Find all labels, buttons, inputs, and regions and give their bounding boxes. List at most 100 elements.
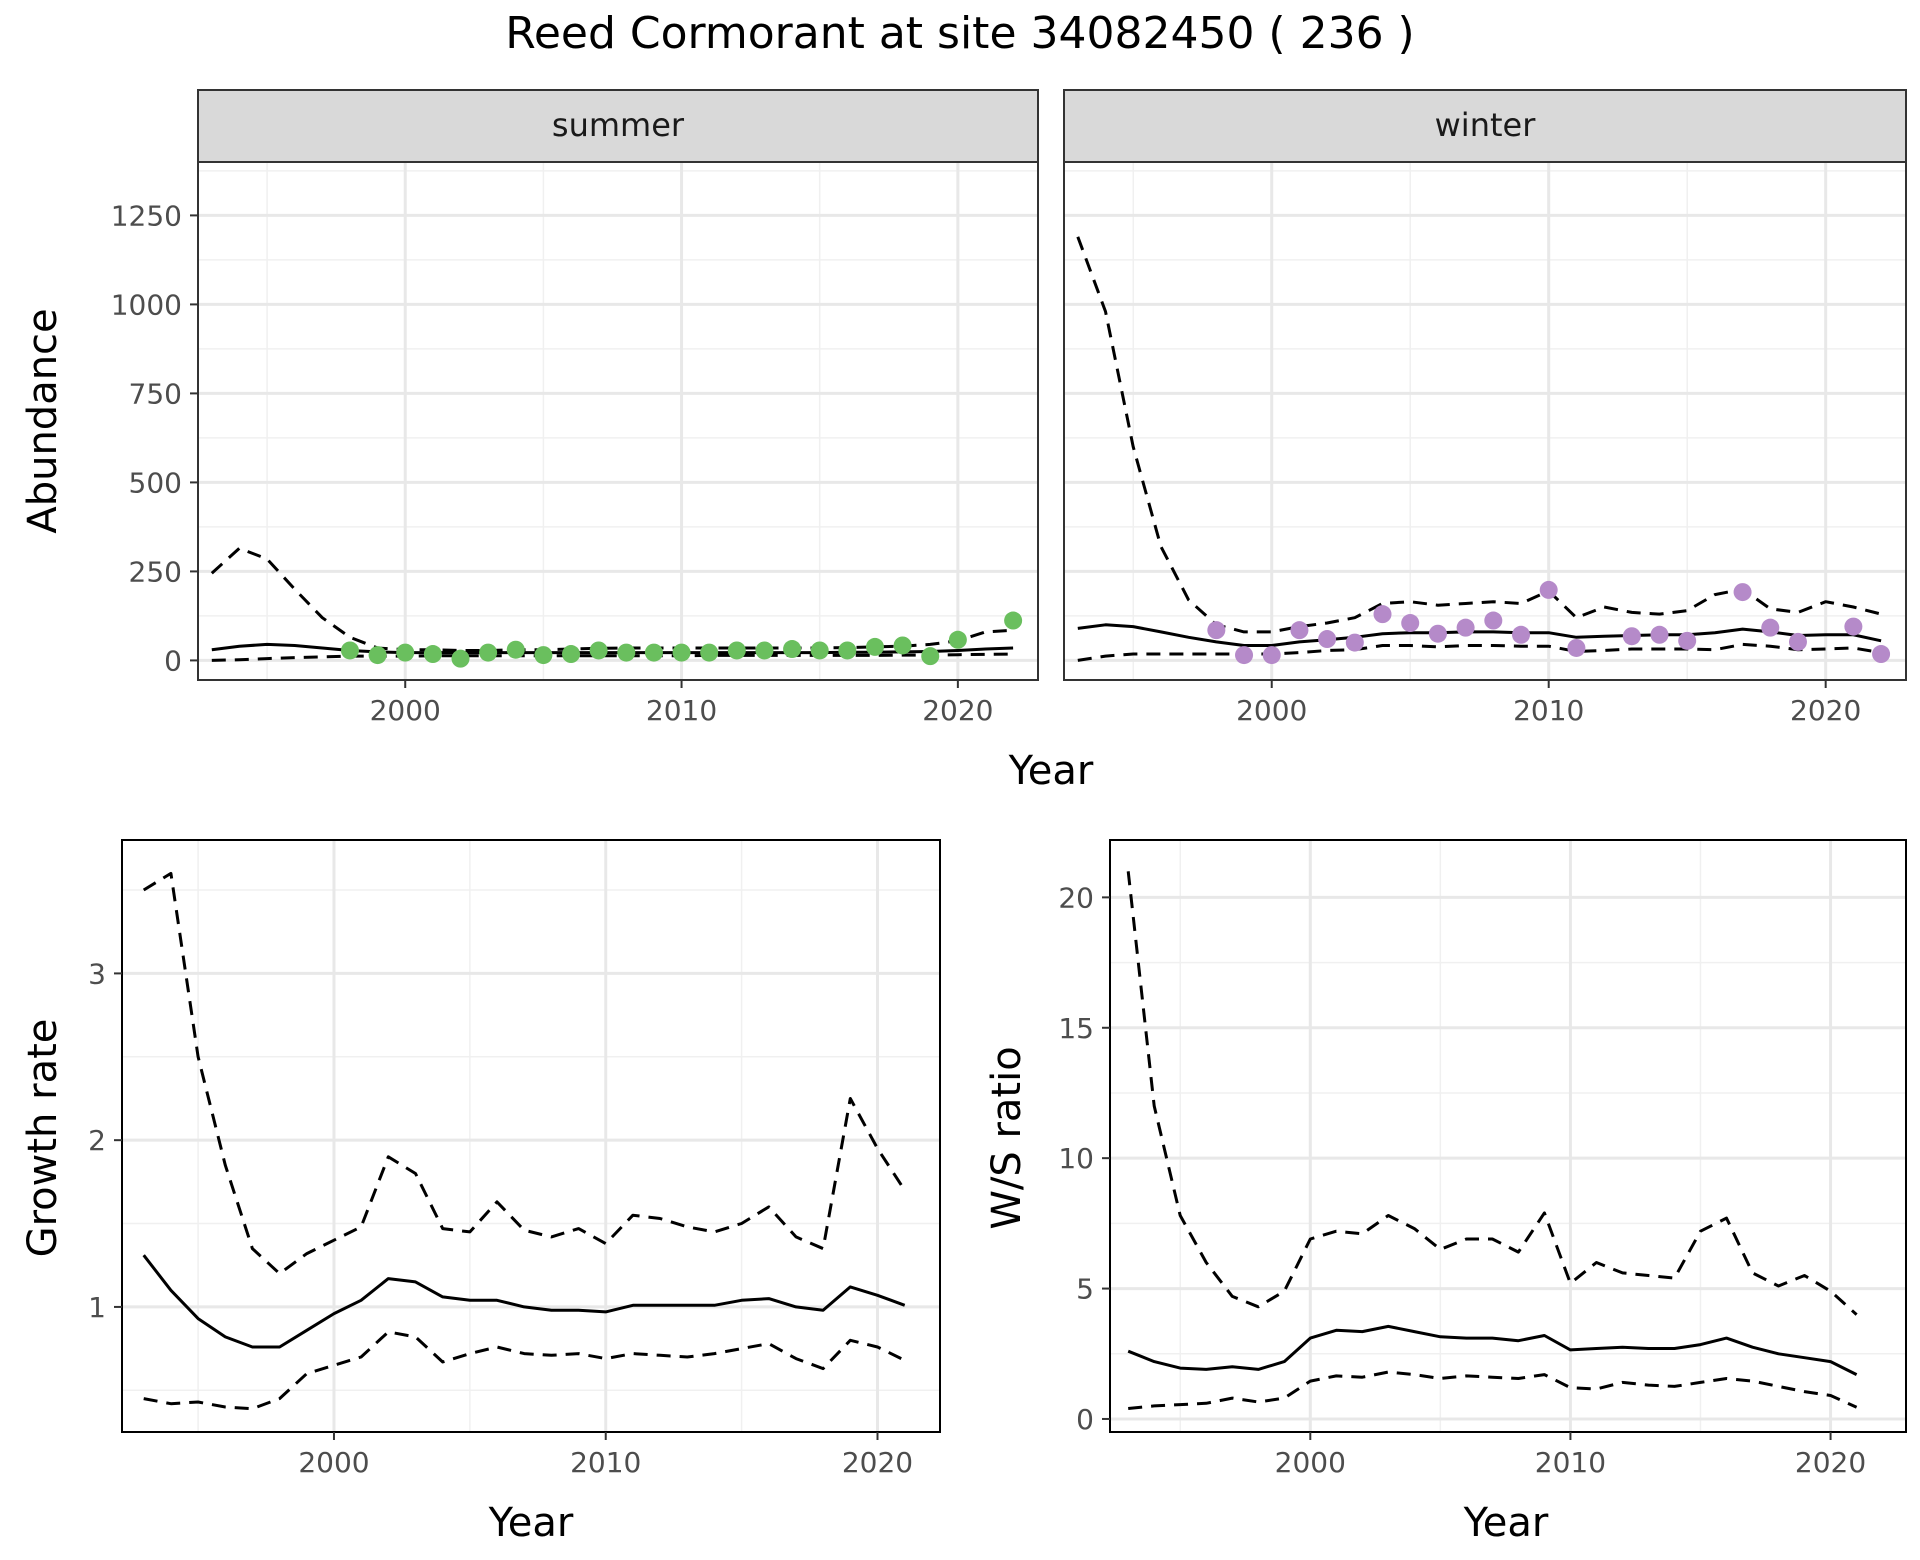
x-tick-label: 2010 bbox=[646, 694, 717, 727]
observed-point bbox=[1401, 614, 1420, 633]
observed-point bbox=[644, 643, 663, 662]
x-tick-label: 2010 bbox=[1535, 1446, 1606, 1479]
y-tick-label: 3 bbox=[88, 957, 106, 990]
observed-point bbox=[1456, 618, 1475, 637]
growth-rate-panel: 2000 2010 2020 1 2 3 Growth rate Year bbox=[20, 839, 941, 1546]
observed-point bbox=[1235, 646, 1254, 665]
observed-point bbox=[1512, 625, 1531, 644]
abundance-winter-panel: winter 2000 2010 2020 bbox=[1063, 89, 1907, 727]
plot-background bbox=[1110, 840, 1906, 1432]
series-line-lower bbox=[1128, 1370, 1858, 1410]
y-tick-label: 10 bbox=[1058, 1142, 1094, 1175]
observed-point bbox=[727, 641, 746, 660]
y-tick-label: 1000 bbox=[111, 288, 182, 321]
y-tick-label: 2 bbox=[88, 1124, 106, 1157]
observed-point bbox=[948, 630, 967, 649]
observed-point bbox=[1761, 618, 1780, 637]
observed-point bbox=[589, 641, 608, 660]
plot-border bbox=[1063, 161, 1907, 681]
strip-summer bbox=[197, 89, 1039, 163]
observed-point bbox=[865, 637, 884, 656]
series-line-mean bbox=[1127, 1324, 1858, 1376]
observed-point bbox=[893, 636, 912, 655]
strip-label-summer: summer bbox=[552, 106, 685, 144]
y-tick-label: 0 bbox=[1076, 1403, 1094, 1436]
y-tick-label: 5 bbox=[1076, 1273, 1094, 1306]
observed-point bbox=[1844, 617, 1863, 636]
observed-point bbox=[672, 643, 691, 662]
y-tick-label: 0 bbox=[164, 644, 182, 677]
growth-rate-y-label: Growth rate bbox=[20, 1019, 66, 1258]
y-tick-label: 250 bbox=[129, 555, 182, 588]
observed-point bbox=[451, 649, 470, 668]
observed-point bbox=[1788, 632, 1807, 651]
series-line-mean bbox=[142, 1254, 906, 1349]
observed-point bbox=[783, 640, 802, 659]
observed-point bbox=[1318, 630, 1337, 649]
abundance-summer-panel: summer 2000 2010 2020 0 250 500 750 1000 1250 bbox=[111, 89, 1039, 727]
series-line-mean bbox=[1077, 623, 1882, 647]
x-tick-label: 2020 bbox=[922, 694, 993, 727]
observed-point bbox=[1872, 645, 1891, 664]
growth-rate-marks: 2000 2010 2020 1 2 3 bbox=[88, 839, 941, 1479]
observed-point bbox=[396, 643, 415, 662]
abundance-winter-marks: 2000 2010 2020 bbox=[1063, 161, 1907, 727]
observed-point bbox=[617, 643, 636, 662]
observed-point bbox=[368, 646, 387, 665]
plot-background bbox=[198, 162, 1038, 680]
observed-point bbox=[1622, 627, 1641, 646]
x-tick-label: 2000 bbox=[370, 694, 441, 727]
x-tick-label: 2000 bbox=[298, 1446, 369, 1479]
strip-winter bbox=[1063, 89, 1907, 163]
strip-label-winter: winter bbox=[1435, 106, 1537, 144]
x-tick-label: 2020 bbox=[1795, 1446, 1866, 1479]
y-tick-label: 500 bbox=[129, 466, 182, 499]
observed-point bbox=[755, 641, 774, 660]
y-tick-label: 20 bbox=[1058, 881, 1094, 914]
abundance-summer-marks: 2000 2010 2020 0 250 500 750 1000 1250 bbox=[111, 161, 1039, 727]
observed-point bbox=[1539, 580, 1558, 599]
plot-border bbox=[197, 161, 1039, 681]
plot-border bbox=[1109, 839, 1907, 1433]
observed-point bbox=[423, 645, 442, 664]
observed-point bbox=[1484, 611, 1503, 630]
y-tick-label: 750 bbox=[129, 377, 182, 410]
observed-point bbox=[810, 641, 829, 660]
x-tick-label: 2010 bbox=[1513, 694, 1584, 727]
observed-point bbox=[1207, 621, 1226, 640]
series-line-upper bbox=[1126, 871, 1858, 1316]
ws-ratio-marks: 2000 2010 2020 0 5 10 15 20 bbox=[1058, 839, 1907, 1479]
abundance-y-label: Abundance bbox=[20, 308, 66, 533]
observed-point bbox=[1290, 621, 1309, 640]
observed-point bbox=[506, 640, 525, 659]
observed-point bbox=[1004, 611, 1023, 630]
series-line-lower bbox=[211, 652, 1014, 662]
observed-point bbox=[1373, 605, 1392, 624]
observed-point bbox=[1428, 624, 1447, 643]
y-tick-label: 1 bbox=[88, 1291, 106, 1324]
observed-point bbox=[1345, 633, 1364, 652]
observed-point bbox=[1733, 583, 1752, 602]
series-line-upper bbox=[142, 871, 906, 1276]
x-tick-label: 2000 bbox=[1236, 694, 1307, 727]
observed-point bbox=[340, 641, 359, 660]
y-tick-label: 1250 bbox=[111, 199, 182, 232]
ws-ratio-x-label: Year bbox=[1463, 1500, 1549, 1546]
observed-point bbox=[534, 646, 553, 665]
observed-point bbox=[1262, 646, 1281, 665]
x-tick-label: 2010 bbox=[570, 1446, 641, 1479]
observed-point bbox=[921, 647, 940, 666]
y-tick-label: 15 bbox=[1058, 1012, 1094, 1045]
observed-point bbox=[1678, 631, 1697, 650]
plot-background bbox=[1064, 162, 1906, 680]
x-tick-label: 2020 bbox=[842, 1446, 913, 1479]
growth-rate-x-label: Year bbox=[488, 1500, 574, 1546]
ws-ratio-y-label: W/S ratio bbox=[984, 1046, 1030, 1229]
observed-point bbox=[479, 643, 498, 662]
series-line-lower bbox=[1077, 642, 1882, 662]
series-line-lower bbox=[143, 1330, 906, 1411]
observed-point bbox=[700, 643, 719, 662]
observed-point bbox=[1650, 625, 1669, 644]
ws-ratio-panel: 2000 2010 2020 0 5 10 15 20 W/S ratio Year bbox=[984, 839, 1907, 1546]
